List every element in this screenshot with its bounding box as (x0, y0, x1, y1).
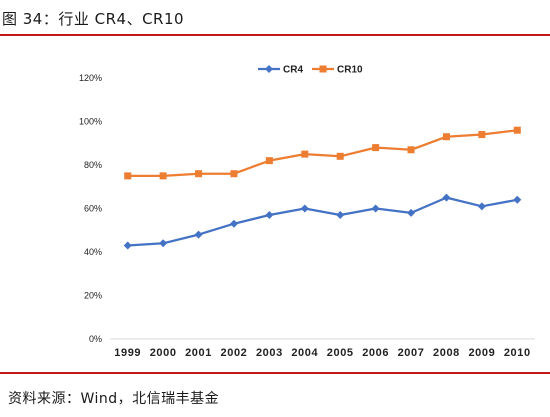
data-point (513, 126, 521, 134)
series-cr4 (123, 193, 522, 250)
data-point (195, 170, 203, 178)
x-tick-label: 2006 (362, 347, 389, 359)
legend: CR4 CR10 (258, 65, 363, 76)
x-tick-label: 2005 (327, 347, 354, 359)
x-tick-label: 1999 (114, 347, 141, 359)
x-axis-ticks: 1999 2000 2001 2002 2003 2004 2005 2006 2007 2008… (114, 347, 530, 359)
series-layer (123, 126, 522, 250)
data-point (300, 204, 309, 213)
data-point (124, 172, 132, 180)
data-point (407, 146, 415, 154)
x-tick-label: 2008 (433, 347, 460, 359)
y-tick-label: 120% (79, 73, 102, 83)
source-note: 资料来源：Wind，北信瑞丰基金 (8, 391, 220, 407)
legend-label: CR4 (283, 65, 303, 76)
legend-item: CR4 (258, 65, 303, 76)
data-point (194, 230, 203, 239)
data-point (336, 211, 345, 220)
x-tick-label: 2010 (504, 347, 531, 359)
bottom-divider (0, 372, 550, 374)
figure-caption: 图 34：行业 CR4、CR10 (2, 10, 185, 28)
y-axis-ticks: 0% 20% 40% 60% 80% 100% 120% (79, 73, 102, 344)
x-tick-label: 2003 (256, 347, 283, 359)
data-point (372, 144, 380, 152)
data-point (442, 133, 450, 141)
series-cr10 (124, 126, 521, 180)
data-point (123, 241, 132, 250)
data-point (336, 152, 344, 160)
data-point (513, 195, 522, 204)
series-line (127, 129, 518, 177)
data-point (265, 211, 274, 220)
data-point (229, 219, 238, 228)
legend-label: CR10 (337, 65, 363, 76)
legend-marker (319, 65, 327, 73)
data-point (407, 208, 416, 217)
x-tick-label: 2000 (150, 347, 177, 359)
y-tick-label: 0% (89, 334, 102, 344)
legend-marker (265, 65, 273, 73)
series-line (127, 196, 518, 247)
x-tick-label: 2001 (185, 347, 212, 359)
top-divider (0, 34, 550, 36)
data-point (301, 150, 309, 158)
data-point (371, 204, 380, 213)
legend-item: CR10 (312, 65, 363, 76)
data-point (230, 170, 238, 178)
data-point (159, 172, 167, 180)
y-tick-label: 20% (84, 291, 102, 301)
x-tick-label: 2002 (221, 347, 248, 359)
y-tick-label: 80% (84, 160, 102, 170)
data-point (442, 193, 451, 202)
y-tick-label: 100% (79, 117, 102, 127)
data-point (265, 157, 273, 165)
x-tick-label: 2007 (398, 347, 425, 359)
x-tick-label: 2009 (468, 347, 495, 359)
y-tick-label: 40% (84, 247, 102, 257)
data-point (159, 239, 168, 248)
line-chart: 0% 20% 40% 60% 80% 100% 120% 1999 2000 2001 2002 2… (79, 65, 535, 359)
x-tick-label: 2004 (291, 347, 318, 359)
y-tick-label: 60% (84, 204, 102, 214)
data-point (478, 131, 486, 139)
data-point (477, 202, 486, 211)
